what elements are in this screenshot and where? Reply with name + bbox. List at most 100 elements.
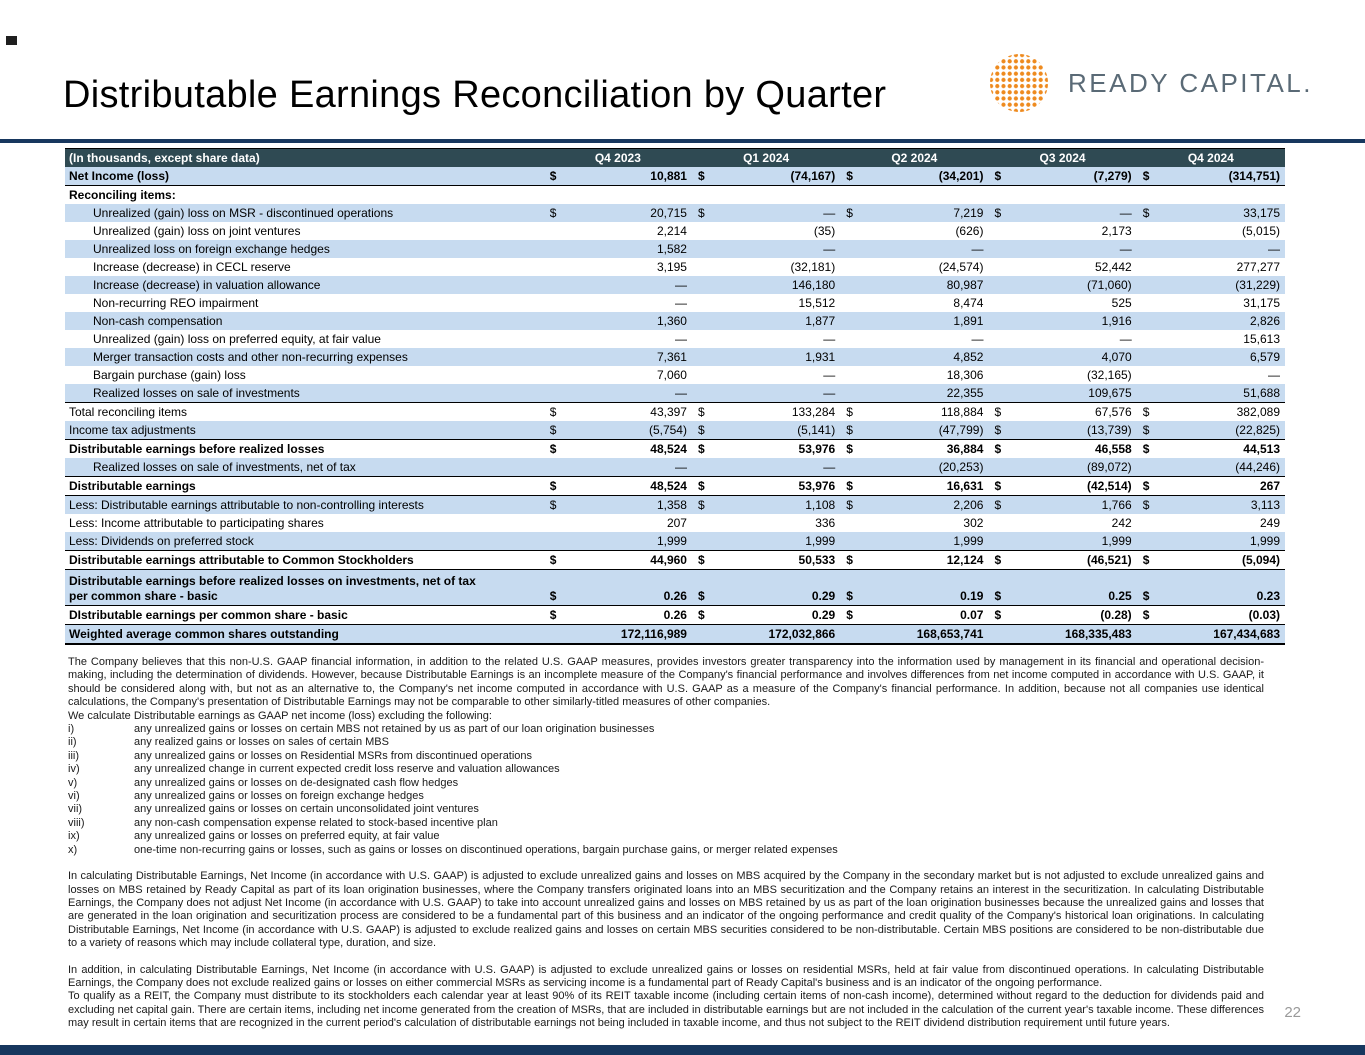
table-row: Bargain purchase (gain) loss 7,060 — 18,306…	[65, 366, 1285, 384]
value-cell: (47,799)	[868, 421, 989, 440]
dollar-sign-cell	[988, 348, 1017, 366]
value-cell: (74,167)	[720, 167, 841, 186]
footnote-list-item: viii) any non-cash compensation expense r…	[68, 817, 1264, 830]
dollar-sign-cell	[840, 294, 868, 312]
footnotes: The Company believes that this non-U.S. …	[68, 656, 1264, 1031]
footnote-item-text: any unrealized gains or losses on certai…	[134, 723, 655, 736]
dollar-sign-cell	[988, 240, 1017, 258]
footnote-item-text: any unrealized change in current expecte…	[134, 763, 560, 776]
value-cell: (626)	[955, 223, 984, 238]
value-cell: 1,766	[1016, 495, 1137, 514]
value-cell: —	[971, 331, 984, 346]
dollar-sign-cell	[544, 222, 572, 240]
dollar-sign-cell	[692, 294, 720, 312]
value-cell: —	[868, 240, 989, 258]
table-row: Realized losses on sale of investments, …	[65, 458, 1285, 477]
row-label: Reconciling items:	[69, 187, 176, 202]
value-cell: 53,976	[720, 476, 841, 496]
row-label: Distributable earnings attributable to C…	[65, 550, 544, 570]
dollar-sign-cell	[988, 384, 1017, 403]
dollar-sign-cell: $	[840, 550, 869, 570]
dollar-sign-cell: $	[840, 476, 869, 496]
dollar-sign-cell	[1137, 366, 1165, 384]
table-row: Distributable earnings attributable to C…	[65, 550, 1285, 570]
value-cell: 0.29	[720, 569, 841, 606]
value-cell: 6,579	[1164, 348, 1285, 366]
dollar-sign-cell	[840, 276, 869, 294]
value-cell: 0.07	[868, 605, 989, 625]
dollar-sign-cell: $	[1136, 167, 1165, 186]
table-body: Net Income (loss) $10,881 $ (74,167) $ (34,20…	[65, 167, 1285, 645]
value-cell: 15,512	[798, 295, 836, 310]
corner-mark	[6, 36, 17, 45]
bottom-accent-bar	[0, 1045, 1365, 1055]
dollar-sign-cell	[692, 330, 720, 348]
value-cell: —	[571, 384, 692, 403]
value-cell: (34,201)	[868, 167, 989, 186]
value-cell: 109,675	[1016, 384, 1137, 403]
table-row: Non-cash compensation 1,360 1,877 1,891 1,91…	[65, 312, 1285, 330]
table-row: Unrealized (gain) loss on MSR - disconti…	[65, 204, 1285, 222]
dollar-sign-cell	[840, 514, 868, 532]
column-header-q2-2024: Q2 2024	[840, 148, 989, 167]
dollar-sign-cell: $	[543, 167, 572, 186]
dollar-sign-cell	[1136, 458, 1165, 477]
value-cell: 249	[1259, 515, 1280, 530]
dollar-sign-cell: $	[543, 204, 572, 222]
dollar-sign-cell	[691, 624, 721, 645]
footnote-list-item: iv) any unrealized change in current expe…	[68, 763, 1264, 776]
value-cell: 1,582	[571, 240, 692, 258]
row-label: Unrealized loss on foreign exchange hedg…	[65, 240, 544, 258]
value-cell: 172,116,989	[571, 624, 692, 645]
dollar-sign-cell	[691, 240, 721, 258]
value-cell: 53,976	[798, 441, 836, 456]
dollar-sign-cell: $	[691, 550, 721, 570]
dollar-sign-cell	[544, 514, 572, 532]
dollar-sign-cell: $	[840, 204, 869, 222]
value-cell: —	[1119, 331, 1132, 346]
footnote-item-numeral: iv)	[68, 763, 80, 776]
dollar-sign-cell	[988, 276, 1017, 294]
value-cell: 382,089	[1236, 404, 1280, 419]
row-label: Unrealized (gain) loss on joint ventures	[93, 223, 301, 238]
value-cell: 207	[666, 515, 687, 530]
value-cell: (7,279)	[1016, 167, 1137, 186]
dollar-sign-cell: $	[691, 476, 721, 496]
footnote-item-text: any non-cash compensation expense relate…	[134, 816, 498, 829]
value-cell: (5,754)	[571, 421, 692, 440]
value-cell: 48,524	[650, 441, 687, 456]
value-cell: (5,094)	[1164, 550, 1285, 570]
value-cell: 0.26	[571, 605, 692, 625]
dollar-sign-cell: $	[691, 495, 721, 514]
dollar-sign-cell	[988, 294, 1016, 312]
value-cell: 1,999	[720, 532, 841, 551]
value-cell: (32,165)	[1086, 367, 1132, 382]
dollar-sign-cell	[1137, 258, 1165, 276]
row-label: Bargain purchase (gain) loss	[93, 367, 246, 382]
column-header-q4-2023: Q4 2023	[543, 148, 692, 167]
dollar-sign-cell: $	[1136, 204, 1165, 222]
value-cell: 67,576	[1094, 404, 1132, 419]
page-title: Distributable Earnings Reconciliation by…	[63, 74, 887, 116]
table-row: Distributable earnings before realized l…	[65, 440, 1285, 459]
value-cell	[720, 186, 840, 205]
reconciliation-table: (In thousands, except share data) Q4 202…	[65, 148, 1285, 645]
dollar-sign-cell	[1136, 348, 1165, 366]
table-row: Weighted average common shares outstandi…	[65, 624, 1285, 645]
footnote-list-item: v) any unrealized gains or losses on de-d…	[68, 777, 1264, 790]
dollar-sign-cell: $	[840, 167, 869, 186]
value-cell: (0.28)	[1016, 605, 1137, 625]
footnote-item-numeral: i)	[68, 723, 75, 736]
dollar-sign-cell: $	[846, 441, 853, 456]
value-cell: 336	[815, 515, 836, 530]
value-cell: 2,826	[1164, 312, 1285, 330]
column-header-q4-2024: Q4 2024	[1136, 148, 1285, 167]
dollar-sign-cell	[988, 312, 1017, 330]
value-cell: 267	[1164, 476, 1285, 496]
dollar-sign-cell: $	[988, 167, 1017, 186]
table-row: Realized losses on sale of investments — —…	[65, 384, 1285, 403]
table-row: Unrealized (gain) loss on preferred equi…	[65, 330, 1285, 348]
dollar-sign-cell: $	[1142, 441, 1150, 456]
table-header-row: (In thousands, except share data) Q4 202…	[65, 148, 1285, 167]
table-row: Increase (decrease) in CECL reserve 3,195…	[65, 258, 1285, 276]
